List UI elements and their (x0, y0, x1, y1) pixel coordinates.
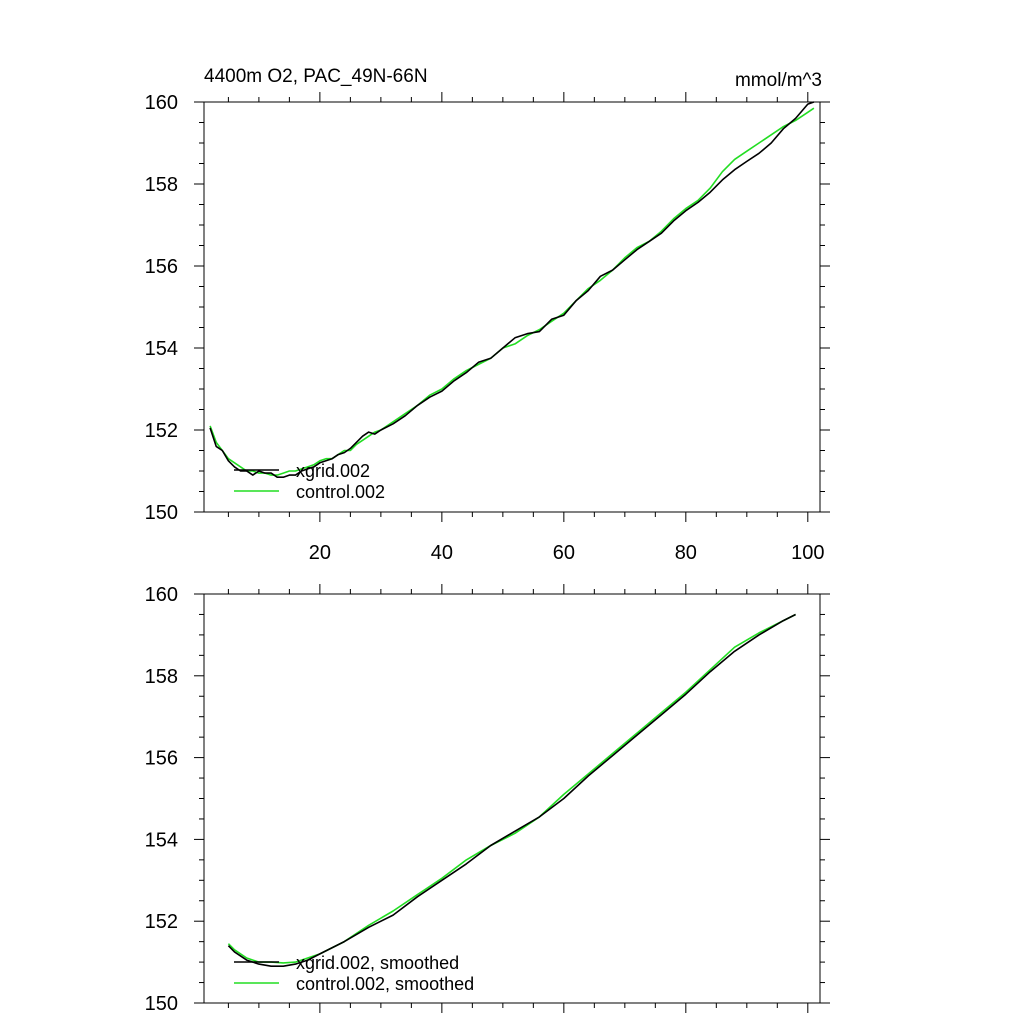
series-line-1 (209, 107, 815, 476)
units-label: mmol/m^3 (735, 70, 822, 91)
y-tick-label: 150 (145, 993, 178, 1015)
legend-label: xgrid.002, smoothed (296, 953, 459, 973)
y-tick-label: 156 (145, 748, 178, 770)
y-tick-label: 154 (145, 829, 178, 851)
plot-frame (203, 101, 821, 513)
series-line-1 (227, 613, 796, 964)
plot-frame (203, 593, 821, 1004)
x-tick-label: 20 (309, 542, 331, 564)
y-tick-label: 152 (145, 420, 178, 442)
y-tick-label: 158 (145, 174, 178, 196)
y-tick-label: 160 (145, 92, 178, 114)
x-tick-label: 60 (553, 542, 575, 564)
y-tick-label: 158 (145, 666, 178, 688)
bottom-panel: 150 152 154 156 158 160 xgrid.002, smoothedcon… (145, 584, 830, 1015)
legend-label: control.002, smoothed (296, 974, 474, 994)
series-line-0 (227, 613, 796, 968)
chart-title: 4400m O2, PAC_49N-66N (204, 66, 428, 87)
y-tick-label: 154 (145, 338, 178, 360)
top-panel: 4400m O2, PAC_49N-66N mmol/m^3 150 152 154… (145, 66, 830, 564)
y-tick-label: 150 (145, 502, 178, 524)
x-tick-label: 80 (675, 542, 697, 564)
x-tick-label: 40 (431, 542, 453, 564)
legend-label: xgrid.002 (296, 461, 370, 481)
y-tick-label: 160 (145, 584, 178, 606)
y-tick-label: 152 (145, 911, 178, 933)
y-tick-label: 156 (145, 256, 178, 278)
series-line-0 (209, 101, 815, 479)
legend-label: control.002 (296, 482, 385, 502)
x-tick-label: 100 (791, 542, 824, 564)
